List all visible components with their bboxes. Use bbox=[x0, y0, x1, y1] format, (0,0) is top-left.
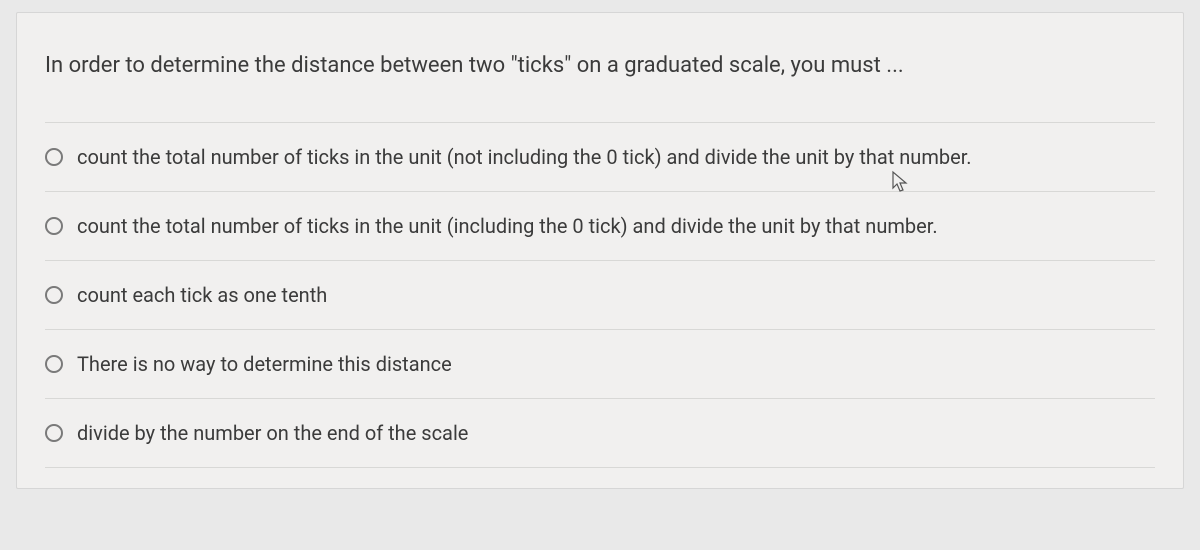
radio-icon[interactable] bbox=[45, 286, 63, 304]
radio-icon[interactable] bbox=[45, 217, 63, 235]
option-label: count the total number of ticks in the u… bbox=[77, 145, 972, 169]
radio-icon[interactable] bbox=[45, 355, 63, 373]
option-row-1[interactable]: count the total number of ticks in the u… bbox=[45, 192, 1155, 261]
option-row-0[interactable]: count the total number of ticks in the u… bbox=[45, 123, 1155, 192]
radio-icon[interactable] bbox=[45, 148, 63, 166]
option-label: count the total number of ticks in the u… bbox=[77, 214, 938, 238]
radio-icon[interactable] bbox=[45, 424, 63, 442]
question-text: In order to determine the distance betwe… bbox=[45, 13, 1155, 123]
option-row-4[interactable]: divide by the number on the end of the s… bbox=[45, 399, 1155, 468]
quiz-card: In order to determine the distance betwe… bbox=[16, 12, 1184, 489]
option-row-3[interactable]: There is no way to determine this distan… bbox=[45, 330, 1155, 399]
option-label: divide by the number on the end of the s… bbox=[77, 421, 468, 445]
option-row-2[interactable]: count each tick as one tenth bbox=[45, 261, 1155, 330]
option-label: There is no way to determine this distan… bbox=[77, 352, 452, 376]
option-label: count each tick as one tenth bbox=[77, 283, 327, 307]
